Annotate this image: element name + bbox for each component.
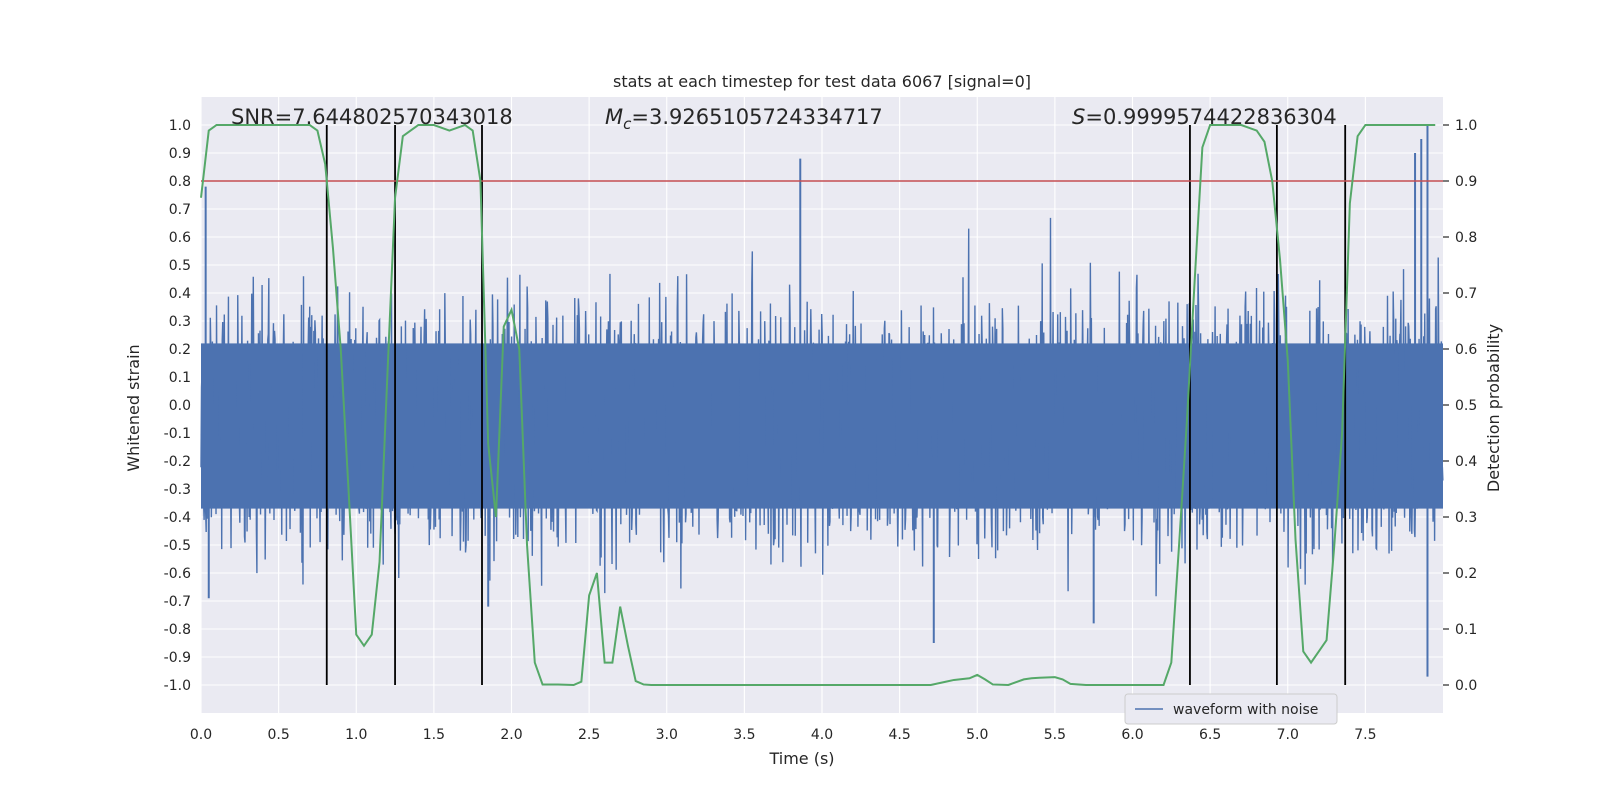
- x-tick-label: 7.5: [1354, 727, 1376, 743]
- y-tick-label: 0.0: [169, 398, 191, 414]
- series-waveform-with-noise: [200, 125, 1444, 677]
- y-axis-ticks-right: 0.0 0.1 0.2 0.3 0.4 0.5 0.6 0.7 0.8 0.9 1.0: [1443, 118, 1477, 694]
- probability-line: [200, 123, 1436, 687]
- y-tick-label: 0.8: [169, 174, 191, 190]
- y-right-tick-label: 0.0: [1455, 678, 1477, 694]
- series-detection-probability: [200, 123, 1436, 687]
- y-tick-label: -0.2: [164, 454, 191, 470]
- legend: waveform with noise: [1124, 693, 1338, 725]
- y-right-tick-label: 0.8: [1455, 230, 1477, 246]
- x-tick-label: 4.5: [888, 727, 910, 743]
- chirp-mass-subscript: c: [623, 115, 632, 133]
- x-tick-label: 3.5: [733, 727, 755, 743]
- y-tick-label: 0.9: [169, 146, 191, 162]
- y-right-tick-label: 0.3: [1455, 510, 1477, 526]
- x-tick-label: 5.5: [1044, 727, 1066, 743]
- y-right-tick-label: 0.9: [1455, 174, 1477, 190]
- x-tick-label: 0.0: [190, 727, 212, 743]
- chirp-mass-symbol: M: [605, 105, 623, 129]
- snr-annotation: SNR=7.644802570343018: [231, 105, 513, 129]
- y-right-tick-label: 0.5: [1455, 398, 1477, 414]
- y-right-tick-label: 0.4: [1455, 454, 1477, 470]
- y-right-tick-label: 0.6: [1455, 342, 1477, 358]
- x-tick-label: 1.5: [423, 727, 445, 743]
- y-tick-label: 0.3: [169, 314, 191, 330]
- s-annotation: S=0.9999574422836304: [1072, 105, 1337, 129]
- x-tick-label: 5.0: [966, 727, 988, 743]
- y-tick-label: 0.1: [169, 370, 191, 386]
- y-axis-label: Whitened strain: [124, 344, 143, 471]
- s-value: =0.9999574422836304: [1085, 105, 1336, 129]
- s-symbol: S: [1072, 105, 1085, 129]
- x-tick-label: 7.0: [1277, 727, 1299, 743]
- y-tick-label: 0.5: [169, 258, 191, 274]
- x-tick-label: 6.5: [1199, 727, 1221, 743]
- legend-box: [1124, 693, 1338, 725]
- y-right-tick-label: 0.2: [1455, 566, 1477, 582]
- y-tick-label: -0.7: [164, 594, 191, 610]
- y-tick-label: 0.7: [169, 202, 191, 218]
- x-axis-label: Time (s): [768, 749, 834, 768]
- y-tick-label: -0.4: [164, 510, 191, 526]
- y-right-tick-label: 1.0: [1455, 118, 1477, 134]
- chart-title: stats at each timestep for test data 606…: [613, 72, 1031, 91]
- y-tick-label: -1.0: [164, 678, 191, 694]
- chirp-mass-value: =3.9265105724334717: [631, 105, 882, 129]
- y-tick-label: 0.4: [169, 286, 191, 302]
- x-tick-label: 4.0: [811, 727, 833, 743]
- x-tick-label: 6.0: [1121, 727, 1143, 743]
- y-axis-ticks-left: -1.0 -0.9 -0.8 -0.7 -0.6 -0.5 -0.4 -0.3 -0.2 -0.1…: [164, 118, 191, 694]
- noise-trace: [200, 217, 1444, 597]
- y-tick-label: -0.8: [164, 622, 191, 638]
- x-tick-label: 1.0: [345, 727, 367, 743]
- x-tick-label: 2.0: [500, 727, 522, 743]
- y-tick-label: 0.6: [169, 230, 191, 246]
- x-axis-ticks: 0.0 0.5 1.0 1.5 2.0 2.5 3.0 3.5 4.0 4.5 5.0 5.5 6.0 6…: [190, 727, 1377, 743]
- y-tick-label: -0.6: [164, 566, 191, 582]
- x-tick-label: 2.5: [578, 727, 600, 743]
- y-tick-label: -0.3: [164, 482, 191, 498]
- y-axis-label-right: Detection probability: [1484, 324, 1503, 492]
- legend-label: waveform with noise: [1173, 702, 1318, 718]
- y-right-tick-label: 0.1: [1455, 622, 1477, 638]
- y-right-tick-label: 0.7: [1455, 286, 1477, 302]
- y-tick-label: 0.2: [169, 342, 191, 358]
- x-tick-label: 0.5: [267, 727, 289, 743]
- chirp-mass-annotation: Mc=3.9265105724334717: [605, 105, 883, 133]
- y-tick-label: -0.5: [164, 538, 191, 554]
- y-tick-label: 1.0: [169, 118, 191, 134]
- x-tick-label: 3.0: [656, 727, 678, 743]
- y-tick-label: -0.9: [164, 650, 191, 666]
- y-tick-label: -0.1: [164, 426, 191, 442]
